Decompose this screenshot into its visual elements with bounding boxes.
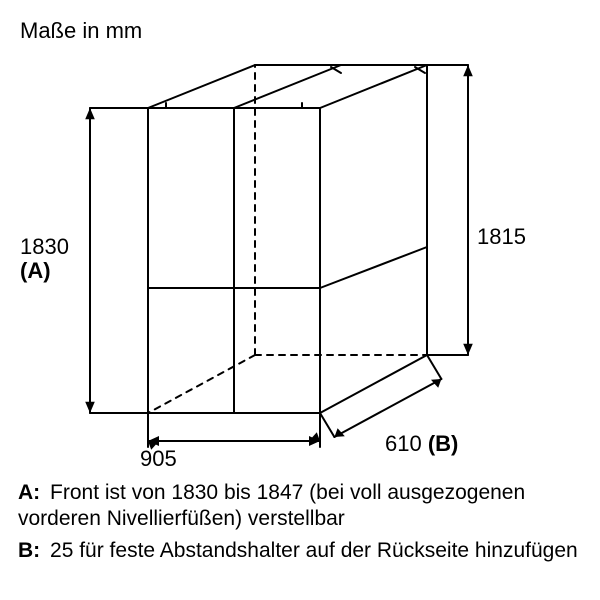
refrigerator-diagram: [0, 0, 600, 600]
